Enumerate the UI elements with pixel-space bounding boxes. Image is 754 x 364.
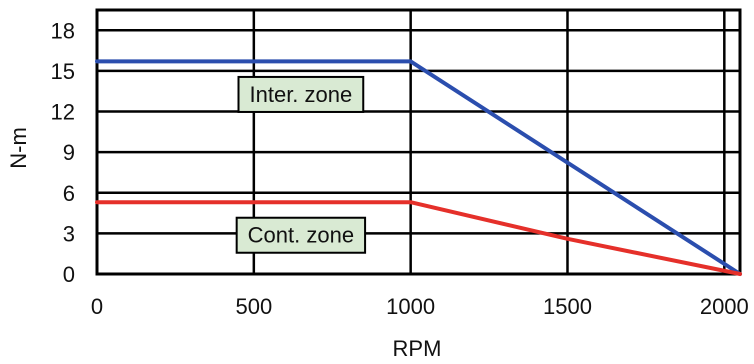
annotation-box — [237, 75, 365, 113]
annotation-box — [235, 216, 367, 254]
series-line-0 — [95, 59, 742, 276]
zone-labels: Inter. zone Cont. zone — [235, 75, 367, 254]
series-line-1 — [95, 200, 742, 276]
x-tick-label: 0 — [91, 294, 103, 319]
y-tick-label: 6 — [63, 181, 75, 206]
y-tick-label: 3 — [63, 221, 75, 246]
tick-labels: 0 3 6 9 12 15 18 0 500 1000 1500 2000 — [51, 18, 749, 319]
annotation-text: Cont. zone — [248, 223, 354, 248]
zone-annotation-1: Cont. zone — [235, 216, 367, 254]
x-tick-label: 500 — [235, 294, 272, 319]
x-tick-label: 1000 — [386, 294, 435, 319]
x-tick-label: 1500 — [543, 294, 592, 319]
x-axis-title: RPM — [393, 336, 442, 361]
y-tick-label: 18 — [51, 18, 75, 43]
grid — [95, 8, 742, 276]
annotation-text: Inter. zone — [250, 82, 353, 107]
series-layer — [95, 59, 742, 276]
x-tick-label: 2000 — [700, 294, 749, 319]
y-tick-label: 15 — [51, 59, 75, 84]
y-tick-label: 0 — [63, 262, 75, 287]
y-tick-label: 9 — [63, 140, 75, 165]
plot-frame — [95, 8, 742, 276]
y-axis-title: N-m — [6, 127, 31, 169]
y-tick-label: 12 — [51, 100, 75, 125]
zone-annotation-0: Inter. zone — [237, 75, 365, 113]
